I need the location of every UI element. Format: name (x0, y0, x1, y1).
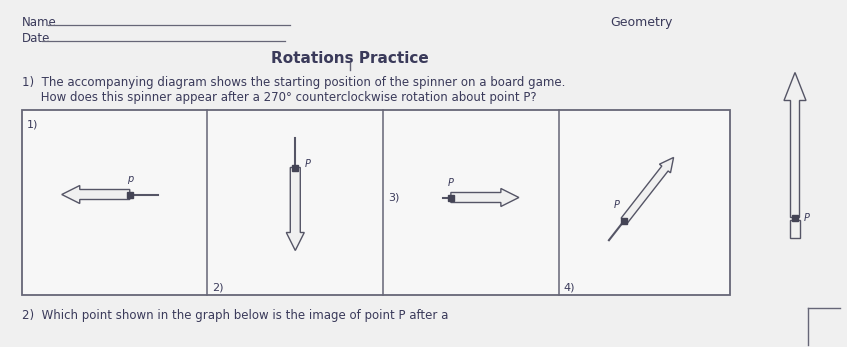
Text: Date: Date (22, 32, 50, 44)
Text: Name: Name (22, 16, 57, 28)
Text: 3): 3) (388, 193, 400, 203)
Text: p: p (126, 174, 133, 184)
FancyArrow shape (62, 186, 130, 203)
Text: Rotations Practice: Rotations Practice (271, 51, 429, 66)
Text: 2): 2) (213, 282, 224, 292)
Text: P: P (804, 212, 810, 222)
FancyArrow shape (286, 168, 304, 251)
Text: 1): 1) (27, 119, 38, 129)
Text: P: P (448, 178, 454, 187)
Bar (22, 110, 730, 295)
Text: P: P (304, 159, 310, 169)
Text: Geometry: Geometry (610, 16, 673, 28)
Text: 2)  Which point shown in the graph below is the image of point P after a: 2) Which point shown in the graph below … (22, 308, 448, 322)
FancyArrow shape (451, 188, 519, 206)
Text: 1)  The accompanying diagram shows the starting position of the spinner on a boa: 1) The accompanying diagram shows the st… (22, 76, 566, 88)
FancyArrow shape (621, 158, 673, 223)
Text: P: P (613, 200, 619, 210)
Text: 4): 4) (563, 282, 575, 292)
FancyArrow shape (784, 73, 806, 218)
Bar (790, 220, 800, 237)
Text: How does this spinner appear after a 270° counterclockwise rotation about point : How does this spinner appear after a 270… (22, 91, 537, 103)
